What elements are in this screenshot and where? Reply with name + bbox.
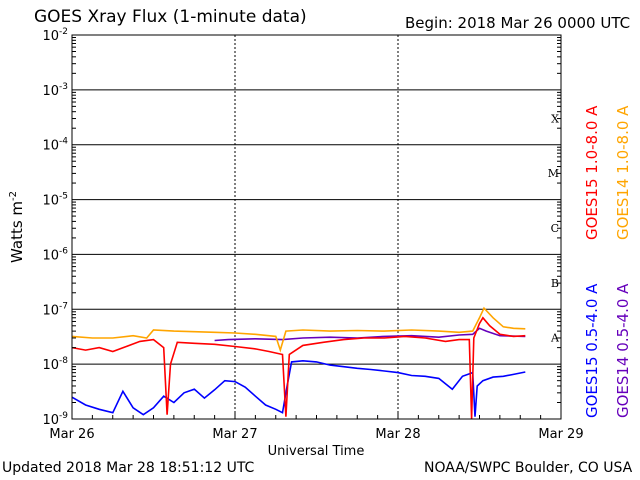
y-tick-label: 10-2 <box>42 27 68 44</box>
y-tick-label: 10-3 <box>42 82 68 99</box>
x-axis-label: Universal Time <box>268 444 365 459</box>
series-line <box>214 327 526 342</box>
flare-class-label: M <box>548 167 559 180</box>
y-tick-label: 10-8 <box>42 356 68 373</box>
y-tick-label: 10-9 <box>42 411 68 428</box>
flare-class-label: C <box>551 222 559 235</box>
x-tick-label: Mar 27 <box>212 427 257 442</box>
series-layer <box>71 306 526 420</box>
legend-entry: GOES14 1.0-8.0 A <box>614 105 632 240</box>
credit-label: NOAA/SWPC Boulder, CO USA <box>424 460 633 476</box>
series-line <box>71 316 526 420</box>
x-tick-label: Mar 29 <box>538 427 583 442</box>
y-axis-label: Watts m-2 <box>8 191 26 263</box>
flare-class-label: A <box>550 332 560 345</box>
x-tick-label: Mar 26 <box>49 427 94 442</box>
series-line <box>71 359 526 417</box>
series-line <box>71 306 526 353</box>
flare-class-label: X <box>551 112 559 125</box>
flare-class-label: B <box>551 277 559 290</box>
y-tick-label: 10-7 <box>42 301 68 318</box>
legend-entry: GOES15 1.0-8.0 A <box>583 105 601 240</box>
x-axis-ticks: Mar 26 Mar 27 Mar 28 Mar 29 <box>49 411 584 442</box>
x-tick-label: Mar 28 <box>375 427 420 442</box>
chart-title: GOES Xray Flux (1-minute data) <box>34 7 307 27</box>
updated-timestamp: Updated 2018 Mar 28 18:51:12 UTC <box>2 460 255 476</box>
legend: GOES15 1.0-8.0 A GOES14 1.0-8.0 A GOES15 0… <box>583 105 632 418</box>
y-tick-label: 10-4 <box>42 137 68 154</box>
y-tick-label: 10-6 <box>42 246 68 263</box>
y-axis-ticks: 10-9 10-8 10-7 10-6 10-5 10-4 10-3 10-2 <box>42 27 561 428</box>
begin-date: Begin: 2018 Mar 26 0000 UTC <box>405 14 631 32</box>
flare-class-labels: A B C M X <box>548 112 560 344</box>
y-tick-label: 10-5 <box>42 192 68 209</box>
legend-entry: GOES15 0.5-4.0 A <box>583 283 601 418</box>
y-axis-title: Watts m-2 <box>8 191 26 263</box>
legend-entry: GOES14 0.5-4.0 A <box>614 283 632 418</box>
